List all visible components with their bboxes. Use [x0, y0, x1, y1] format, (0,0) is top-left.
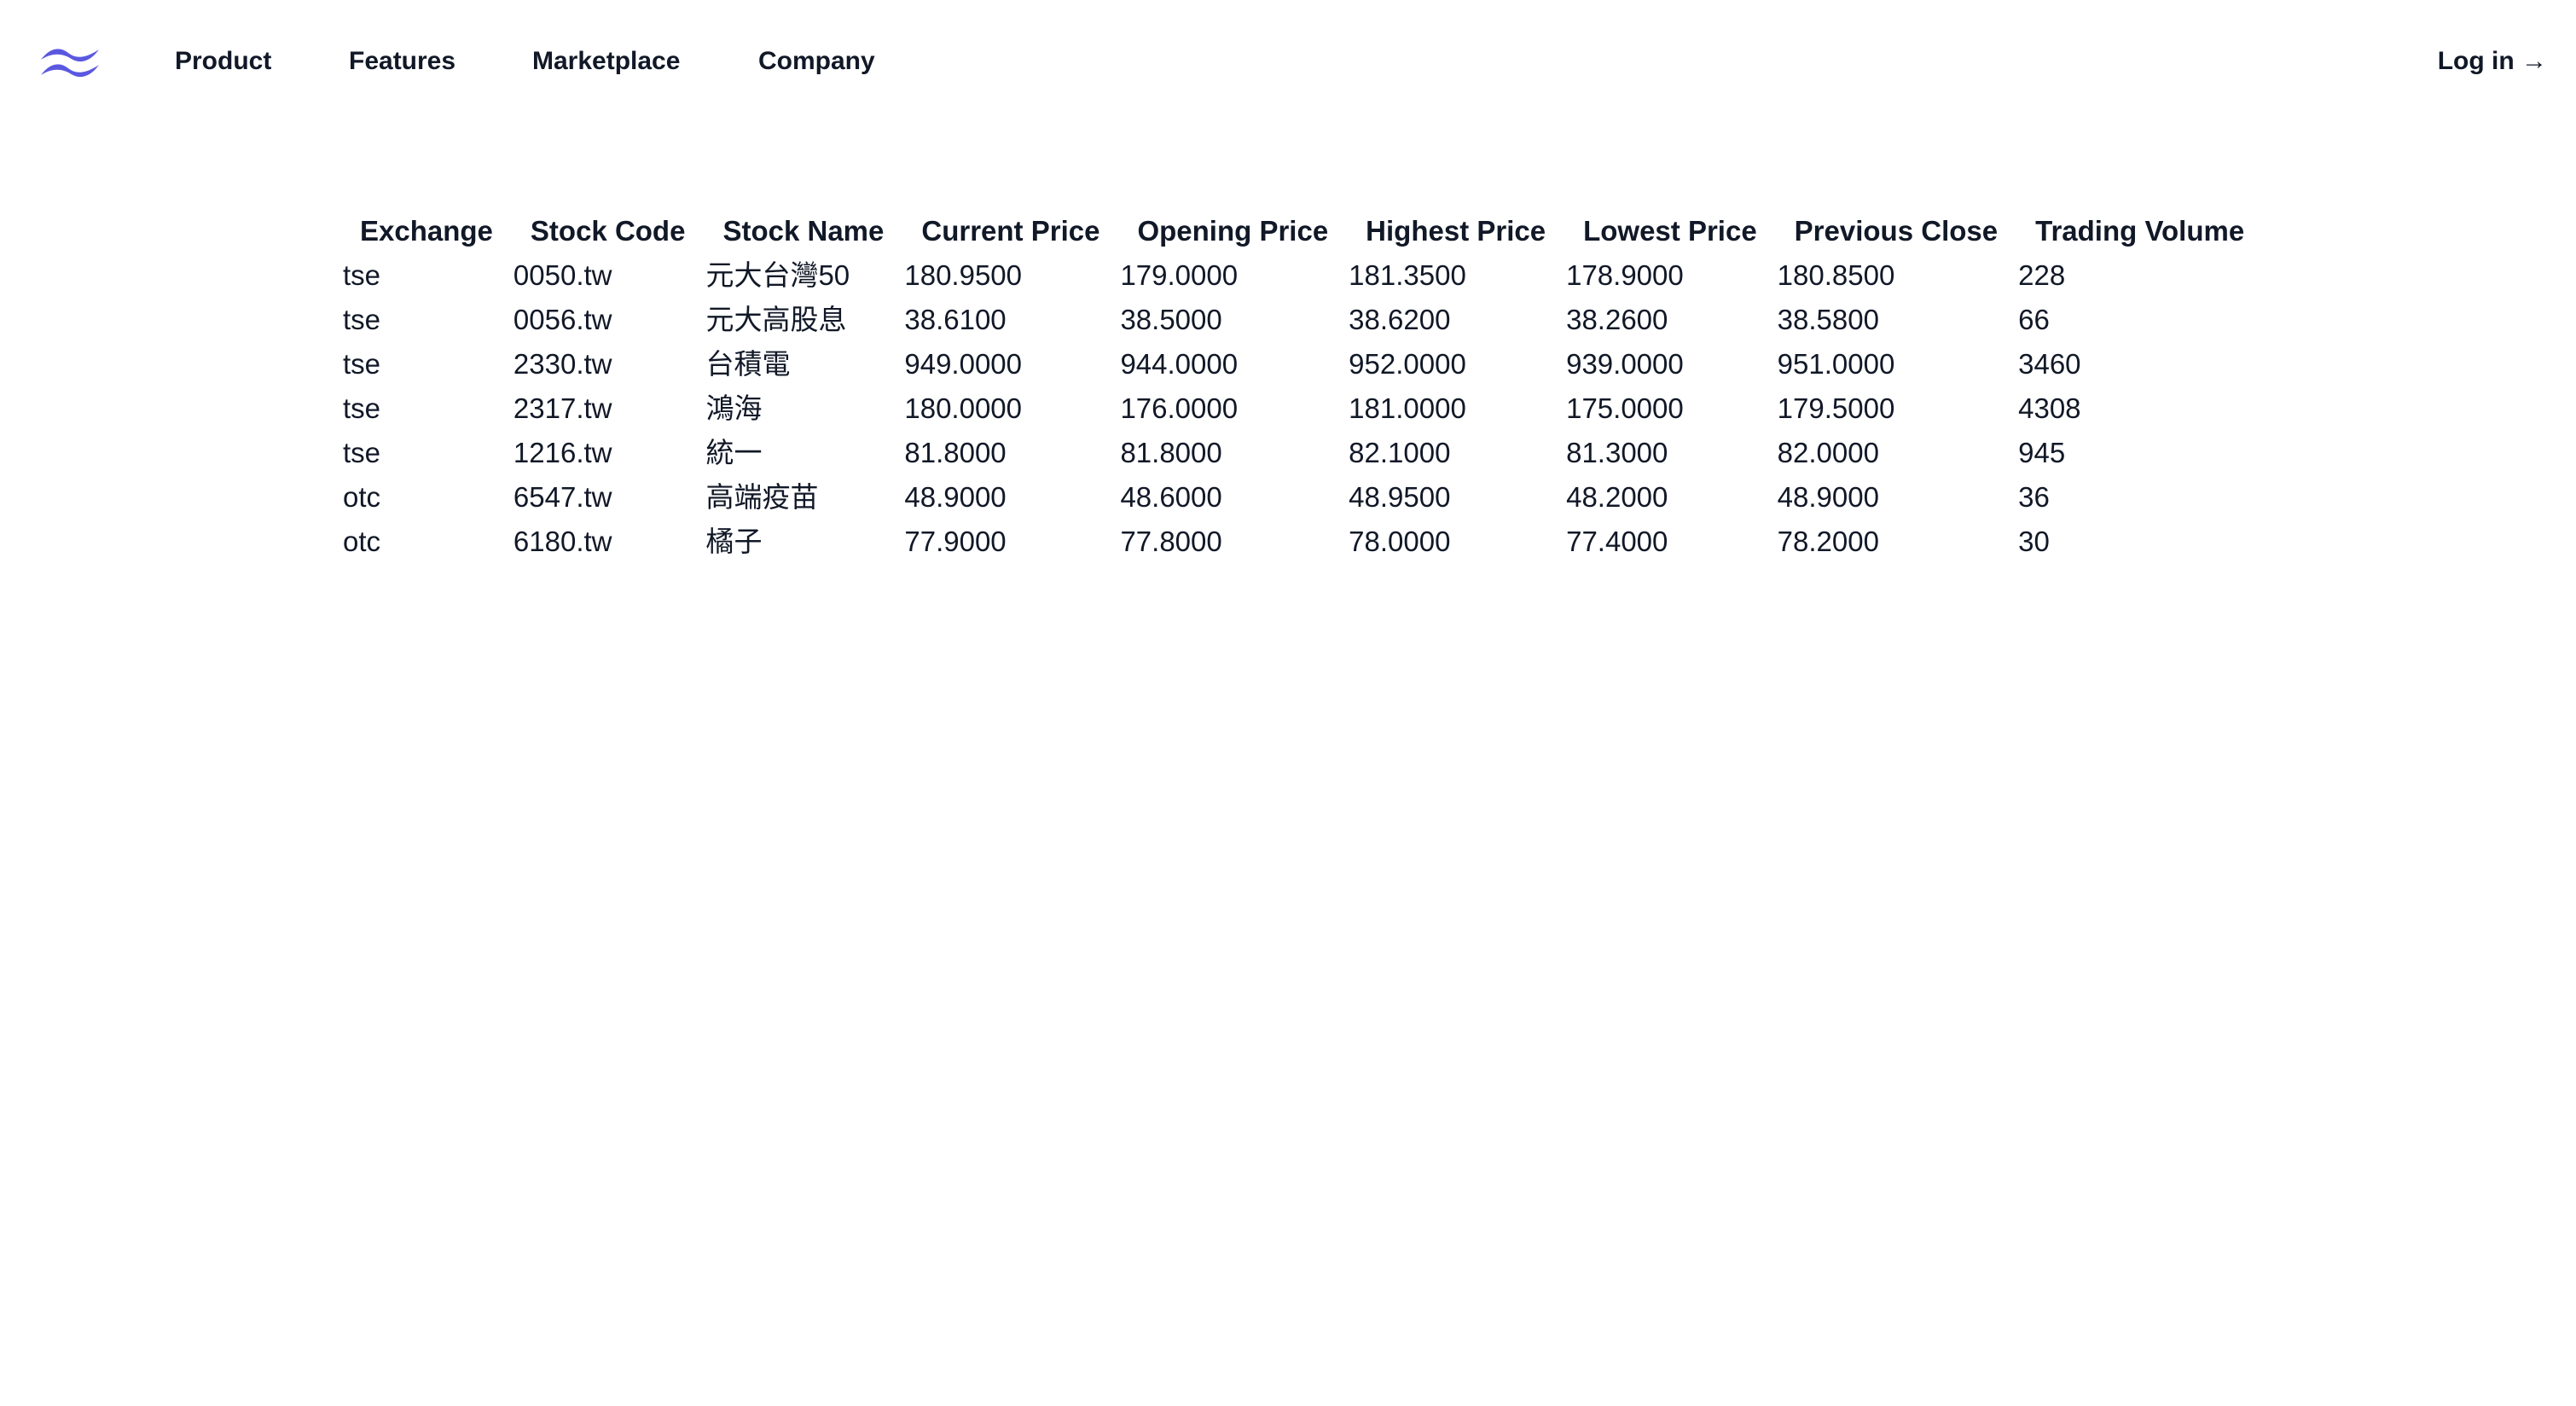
- column-header: Opening Price: [1137, 215, 1329, 247]
- table-cell: 81.3000: [1566, 437, 1668, 468]
- login-link[interactable]: Log in →: [2437, 47, 2547, 75]
- table-cell: 176.0000: [1120, 392, 1239, 424]
- table-cell: 3460: [2018, 348, 2081, 380]
- table-cell: 高端疫苗: [705, 481, 819, 513]
- table-cell: 38.6100: [904, 304, 1007, 335]
- column-header: Exchange: [360, 215, 493, 247]
- table-cell: 78.0000: [1349, 526, 1451, 557]
- column-header: Highest Price: [1366, 215, 1546, 247]
- table-cell: otc: [343, 526, 381, 557]
- top-navbar: Product Features Marketplace Company Log…: [0, 0, 2576, 125]
- table-cell: 178.9000: [1566, 259, 1684, 291]
- table-cell: 36: [2018, 481, 2050, 513]
- table-cell: 951.0000: [1777, 348, 1895, 380]
- table-cell: 77.4000: [1566, 526, 1668, 557]
- table-cell: 6180.tw: [513, 526, 612, 557]
- nav-product[interactable]: Product: [175, 47, 272, 75]
- table-row: tse 0050.tw 元大台灣50 180.9500 179.0000 181.3500…: [341, 253, 2263, 298]
- table-cell: 77.8000: [1120, 526, 1222, 557]
- table-cell: 2330.tw: [513, 348, 612, 380]
- nav-marketplace[interactable]: Marketplace: [532, 47, 681, 75]
- table-cell: otc: [343, 481, 381, 513]
- table-cell: 179.5000: [1777, 392, 1895, 424]
- table-cell: 952.0000: [1349, 348, 1466, 380]
- table-cell: 82.0000: [1777, 437, 1879, 468]
- table-cell: tse: [343, 259, 381, 291]
- table-cell: 台積電: [705, 348, 791, 380]
- table-cell: 48.2000: [1566, 481, 1668, 513]
- table-cell: 175.0000: [1566, 392, 1684, 424]
- table-cell: 38.2600: [1566, 304, 1668, 335]
- table-cell: 180.8500: [1777, 259, 1895, 291]
- table-cell: 82.1000: [1349, 437, 1451, 468]
- table-cell: 78.2000: [1777, 526, 1879, 557]
- column-header: Lowest Price: [1583, 215, 1757, 247]
- header-row: Exchange Stock Code Stock Name Current Pric…: [341, 209, 2263, 253]
- table-cell: 鴻海: [705, 392, 763, 424]
- table-cell: 橘子: [705, 526, 763, 557]
- table-row: tse 1216.tw 統一 81.8000 81.8000 82.1000 81.3000…: [341, 431, 2263, 475]
- table-cell: tse: [343, 348, 381, 380]
- table-cell: 0050.tw: [513, 259, 612, 291]
- column-header: Trading Volume: [2035, 215, 2245, 247]
- column-header: Stock Code: [530, 215, 686, 247]
- table-cell: 77.9000: [904, 526, 1007, 557]
- nav-features[interactable]: Features: [349, 47, 456, 75]
- table-cell: 179.0000: [1120, 259, 1239, 291]
- table-cell: 180.9500: [904, 259, 1023, 291]
- table-cell: 48.9000: [904, 481, 1007, 513]
- wave-logo-icon: [38, 43, 102, 82]
- table-row: otc 6547.tw 高端疫苗 48.9000 48.6000 48.9500 48.20…: [341, 475, 2263, 520]
- table-cell: 38.5000: [1120, 304, 1222, 335]
- table-cell: 81.8000: [1120, 437, 1222, 468]
- table-cell: 元大台灣50: [705, 259, 850, 291]
- table-cell: 939.0000: [1566, 348, 1684, 380]
- table-cell: 元大高股息: [705, 304, 847, 335]
- table-cell: 6547.tw: [513, 481, 612, 513]
- table-body: tse 0050.tw 元大台灣50 180.9500 179.0000 181.3500…: [341, 253, 2263, 564]
- table-cell: 1216.tw: [513, 437, 612, 468]
- table-cell: 0056.tw: [513, 304, 612, 335]
- table-row: otc 6180.tw 橘子 77.9000 77.8000 78.0000 77.4000…: [341, 520, 2263, 564]
- table-cell: 30: [2018, 526, 2050, 557]
- table-cell: 統一: [705, 437, 763, 468]
- table-cell: 66: [2018, 304, 2050, 335]
- table-cell: 2317.tw: [513, 392, 612, 424]
- column-header: Stock Name: [722, 215, 885, 247]
- table-cell: 945: [2018, 437, 2066, 468]
- table-cell: 181.0000: [1349, 392, 1466, 424]
- table-cell: tse: [343, 304, 381, 335]
- column-header: Current Price: [921, 215, 1100, 247]
- table-cell: 48.9500: [1349, 481, 1451, 513]
- table-cell: tse: [343, 392, 381, 424]
- table-cell: 81.8000: [904, 437, 1007, 468]
- table-cell: 944.0000: [1120, 348, 1239, 380]
- table-cell: 181.3500: [1349, 259, 1466, 291]
- table-header: Exchange Stock Code Stock Name Current Pric…: [341, 209, 2263, 253]
- table-cell: 949.0000: [904, 348, 1023, 380]
- table-row: tse 2317.tw 鴻海 180.0000 176.0000 181.0000 175.…: [341, 386, 2263, 431]
- table-cell: 38.5800: [1777, 304, 1879, 335]
- stock-quotes-table: Exchange Stock Code Stock Name Current Pric…: [341, 209, 2263, 564]
- table-row: tse 2330.tw 台積電 949.0000 944.0000 952.0000 939…: [341, 342, 2263, 386]
- table-cell: 180.0000: [904, 392, 1023, 424]
- table-cell: 48.9000: [1777, 481, 1879, 513]
- table-cell: 228: [2018, 259, 2066, 291]
- table-cell: 4308: [2018, 392, 2081, 424]
- table-cell: tse: [343, 437, 381, 468]
- table-cell: 48.6000: [1120, 481, 1222, 513]
- table-cell: 38.6200: [1349, 304, 1451, 335]
- home-logo-link[interactable]: [38, 43, 102, 90]
- column-header: Previous Close: [1794, 215, 1999, 247]
- nav-company[interactable]: Company: [758, 47, 875, 75]
- table-row: tse 0056.tw 元大高股息 38.6100 38.5000 38.6200 38.2…: [341, 298, 2263, 342]
